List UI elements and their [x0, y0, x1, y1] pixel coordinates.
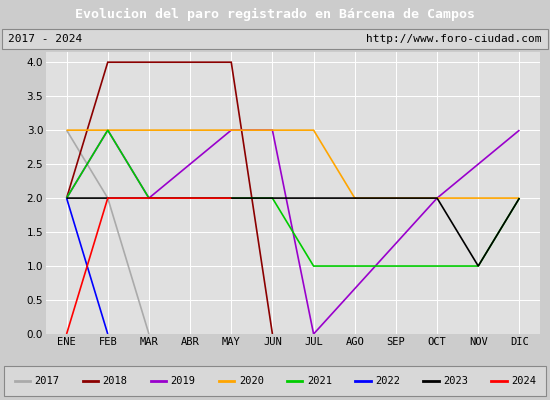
- Text: 2018: 2018: [103, 376, 128, 386]
- Text: Evolucion del paro registrado en Bárcena de Campos: Evolucion del paro registrado en Bárcena…: [75, 8, 475, 20]
- Bar: [4, 366, 546, 396]
- Bar: [2, 29, 548, 49]
- Text: 2019: 2019: [170, 376, 196, 386]
- Text: 2017 - 2024: 2017 - 2024: [8, 34, 82, 44]
- Text: http://www.foro-ciudad.com: http://www.foro-ciudad.com: [366, 34, 542, 44]
- Text: 2022: 2022: [375, 376, 400, 386]
- Text: 2020: 2020: [239, 376, 264, 386]
- Text: 2024: 2024: [511, 376, 536, 386]
- Text: 2021: 2021: [307, 376, 332, 386]
- Text: 2017: 2017: [35, 376, 59, 386]
- Text: 2023: 2023: [443, 376, 468, 386]
